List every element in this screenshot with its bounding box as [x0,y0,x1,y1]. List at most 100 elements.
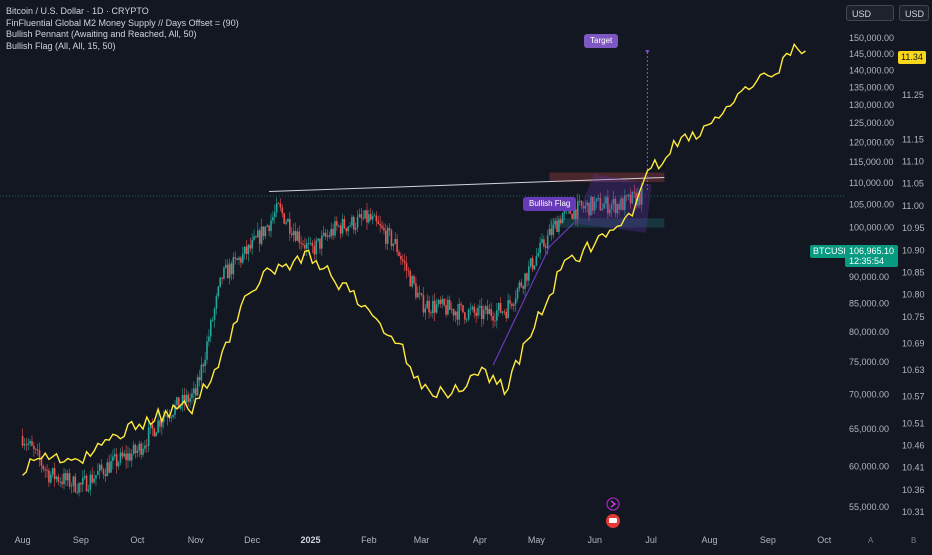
candle-body [132,444,135,454]
candle-body [238,257,240,260]
target-arrow-icon [645,50,650,54]
candle-body [213,308,216,320]
candle-body [366,210,368,223]
candle-body [51,468,54,475]
candle-body [343,219,346,229]
candle-body [501,311,504,313]
x-tick-label: Aug [15,535,31,545]
candle-body [362,218,365,219]
candle-body [270,220,272,232]
x-tick-label: Jun [587,535,602,545]
candle-body [68,473,71,487]
candle-body [550,228,553,235]
bullish-flag-label[interactable]: Bullish Flag [523,197,577,211]
candle-body [170,416,173,418]
candle-body [298,231,301,243]
x-tick-label: Apr [473,535,487,545]
candle-body [57,476,60,482]
candle-body [275,203,278,213]
candle-body [93,478,95,483]
y2-tick-label: 10.51 [902,418,925,428]
auto-scale-button[interactable]: A [868,536,874,545]
candle-body [172,414,174,417]
candle-body [130,453,133,461]
candle-body [307,243,310,244]
m2-series-line[interactable] [22,42,806,476]
symbol-title[interactable]: Bitcoin / U.S. Dollar · 1D · CRYPTO [6,6,149,16]
candle-body [85,475,88,492]
candle-body [400,256,402,260]
candle-body [473,306,476,313]
candle-body [149,424,152,428]
target-label[interactable]: Target [584,34,619,48]
candle-body [448,299,451,310]
y2-tick-label: 10.95 [902,223,925,233]
candle-body [514,298,517,305]
candle-body [452,308,455,316]
candle-body [157,420,159,433]
bullish-flag-pattern[interactable] [573,173,652,233]
candle-body [447,299,449,315]
candle-body [332,228,334,236]
indicator-pennant-label[interactable]: Bullish Pennant (Awaiting and Reached, A… [6,29,197,39]
candle-body [317,238,319,241]
candle-body [95,475,97,479]
candle-body [522,286,524,289]
candle-body [183,394,186,403]
log-scale-button[interactable]: B [911,536,917,545]
trendline[interactable] [269,176,665,193]
candle-body [176,397,178,405]
candle-body [624,195,626,211]
candle-body [610,204,613,210]
candle-body [65,473,67,481]
candle-body [115,454,118,467]
flagpole-line[interactable] [492,222,575,366]
currency-select-right[interactable]: USD [899,5,929,21]
candle-body [145,445,148,447]
indicator-flag-label[interactable]: Bullish Flag (All, All, 15, 50) [6,40,116,51]
btcusd-symbol-tag: BTCUSD [810,245,854,258]
y-tick-label: 85,000.00 [849,299,889,309]
candle-body [533,265,536,270]
candle-body [23,444,26,446]
candle-body [401,259,404,262]
candle-body [541,239,543,243]
candle-body [413,276,415,284]
y-tick-label: 65,000.00 [849,424,889,434]
currency-select-left[interactable]: USD [846,5,894,21]
candle-body [426,300,429,309]
m2-value-tag: 11.34 [898,51,926,64]
candle-body [388,228,391,231]
candle-body [36,449,39,451]
candle-body [544,246,547,248]
y-tick-label: 110,000.00 [849,178,893,188]
dividend-icon[interactable] [606,497,620,511]
candle-body [432,300,434,314]
candle-body [97,470,99,476]
candle-body [612,198,615,205]
candle-body [260,226,263,244]
y2-tick-label: 11.10 [902,157,924,167]
x-tick-label: Feb [361,535,377,545]
candle-body [488,309,491,315]
candle-body [27,443,30,445]
candle-body [253,236,255,240]
candle-body [396,239,398,253]
x-tick-label: Dec [244,535,261,545]
candle-body [142,448,144,455]
candle-body [580,200,583,207]
candle-body [330,228,333,237]
indicator-m2-label[interactable]: FinFluential Global M2 Money Supply // D… [6,17,239,28]
candle-body [635,192,637,206]
candle-body [53,468,56,480]
candle-body [29,441,31,444]
candle-body [490,309,492,317]
candle-body [356,216,359,228]
candle-body [546,235,549,248]
candle-body [578,200,581,202]
candle-body [221,277,223,279]
candle-body [240,257,242,263]
candle-body [243,246,246,254]
